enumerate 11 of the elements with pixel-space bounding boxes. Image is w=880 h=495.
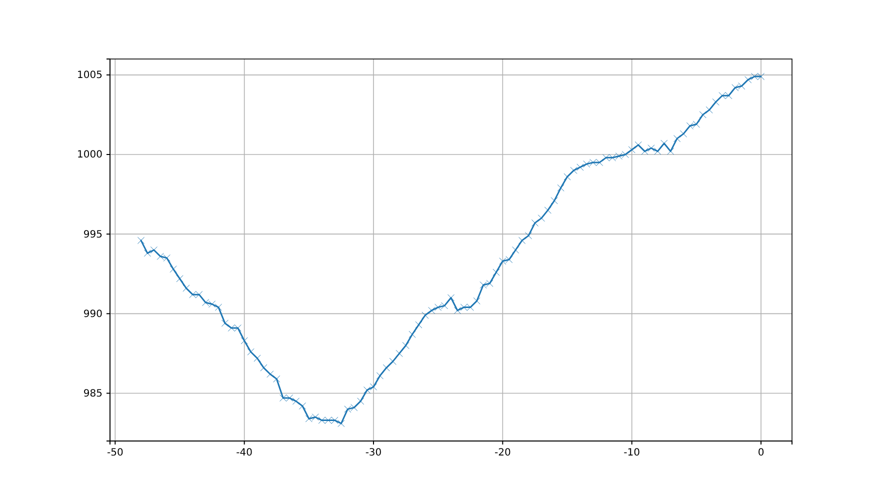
x-tick-label: -10 <box>624 448 640 459</box>
x-tick-label: -50 <box>106 448 124 459</box>
y-tick-label: 995 <box>83 229 102 240</box>
y-tick-label: 985 <box>83 388 102 400</box>
x-tick-label: -30 <box>365 448 382 459</box>
y-tick-label: 1000 <box>77 150 102 161</box>
x-tick-label: -40 <box>236 448 253 459</box>
y-tick-label: 990 <box>83 308 102 320</box>
y-tick-label: 1005 <box>77 70 102 82</box>
x-tick-label: 0 <box>758 448 764 459</box>
x-tick-label: -20 <box>494 448 511 459</box>
